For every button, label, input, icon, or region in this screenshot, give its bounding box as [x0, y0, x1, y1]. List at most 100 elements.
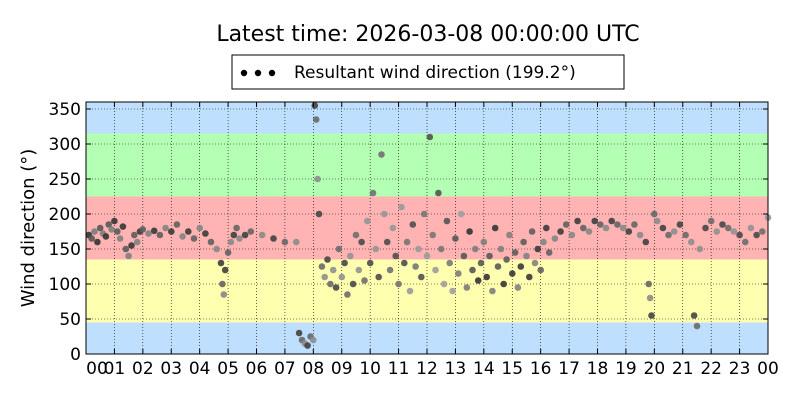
- data-point: [509, 270, 516, 277]
- data-point: [375, 273, 383, 281]
- data-point: [440, 280, 448, 288]
- data-point: [707, 217, 715, 225]
- plot-area: [85, 101, 772, 355]
- data-point: [312, 116, 320, 123]
- data-point: [125, 252, 132, 260]
- data-point: [602, 224, 610, 232]
- data-point: [455, 270, 462, 277]
- x-tick-label: 07: [274, 359, 296, 379]
- data-point: [682, 231, 689, 239]
- x-tick-label: 17: [558, 359, 580, 379]
- data-point: [574, 217, 581, 225]
- x-tick-label: 22: [700, 359, 722, 379]
- data-point: [185, 228, 192, 235]
- data-point: [335, 245, 343, 253]
- y-tick-label: 250: [49, 170, 81, 190]
- data-point: [497, 245, 505, 253]
- data-point: [311, 102, 319, 109]
- x-tick-label: 03: [160, 359, 182, 379]
- data-point: [534, 245, 542, 253]
- data-point: [310, 336, 317, 344]
- data-point: [412, 263, 419, 270]
- data-point: [406, 287, 414, 295]
- data-point: [150, 227, 158, 235]
- data-point: [619, 224, 627, 232]
- y-tick-label: 100: [49, 275, 81, 295]
- data-point: [395, 280, 402, 288]
- data-point: [688, 238, 695, 246]
- data-point: [591, 217, 598, 225]
- data-point: [452, 235, 459, 242]
- data-point: [314, 175, 321, 183]
- data-point: [460, 252, 468, 260]
- data-point: [220, 291, 228, 298]
- data-point: [545, 249, 553, 256]
- x-tick-label: 09: [331, 359, 353, 379]
- data-point: [531, 259, 539, 267]
- data-point: [91, 228, 98, 235]
- data-point: [372, 245, 380, 253]
- data-point: [696, 245, 704, 253]
- data-point: [557, 228, 564, 235]
- data-point: [324, 256, 331, 263]
- data-point: [241, 231, 249, 239]
- x-tick-label: 12: [416, 359, 438, 379]
- data-point: [386, 266, 394, 274]
- data-point: [318, 263, 326, 270]
- x-tick-label: 00: [757, 359, 779, 379]
- data-point: [230, 231, 238, 239]
- x-tick-label: 02: [132, 359, 154, 379]
- x-tick-label: 00: [86, 359, 108, 379]
- data-point: [472, 245, 479, 253]
- data-point: [94, 238, 101, 246]
- data-point: [321, 273, 329, 281]
- data-point: [580, 224, 587, 232]
- data-point: [537, 266, 544, 274]
- y-tick-label: 350: [49, 100, 81, 120]
- x-tick-label: 18: [587, 359, 609, 379]
- data-point: [514, 284, 522, 291]
- data-point: [747, 224, 755, 232]
- data-point: [483, 273, 491, 281]
- data-point: [526, 273, 533, 281]
- legend-marker-dot: [268, 69, 276, 77]
- data-point: [332, 284, 340, 291]
- data-point: [349, 280, 357, 288]
- data-point: [392, 252, 400, 260]
- data-point: [443, 217, 451, 225]
- y-tick-label: 200: [49, 205, 81, 225]
- data-point: [293, 238, 300, 246]
- x-tick-label: 04: [189, 359, 211, 379]
- x-tick-label: 14: [473, 359, 495, 379]
- data-point: [636, 231, 644, 239]
- data-point: [133, 238, 141, 246]
- data-point: [719, 221, 726, 228]
- x-tick-label: 13: [445, 359, 467, 379]
- data-point: [281, 238, 289, 246]
- data-point: [469, 266, 476, 274]
- data-point: [503, 256, 510, 263]
- data-point: [119, 223, 127, 230]
- data-point: [270, 235, 277, 242]
- x-tick-label: 11: [388, 359, 410, 379]
- data-point: [156, 231, 164, 239]
- data-point: [642, 238, 650, 246]
- data-point: [523, 252, 530, 260]
- data-point: [463, 284, 471, 291]
- data-point: [528, 228, 536, 235]
- data-point: [329, 266, 337, 274]
- data-point: [179, 233, 186, 240]
- data-point: [676, 221, 684, 228]
- data-point: [173, 221, 181, 228]
- data-point: [403, 238, 411, 246]
- data-point: [128, 242, 135, 249]
- data-point: [227, 238, 235, 246]
- x-tick-label: 16: [530, 359, 552, 379]
- data-point: [88, 235, 95, 242]
- legend: Resultant wind direction (199.2°): [231, 54, 625, 90]
- x-tick-label: 01: [104, 359, 126, 379]
- data-point: [338, 273, 346, 281]
- data-point: [415, 245, 422, 253]
